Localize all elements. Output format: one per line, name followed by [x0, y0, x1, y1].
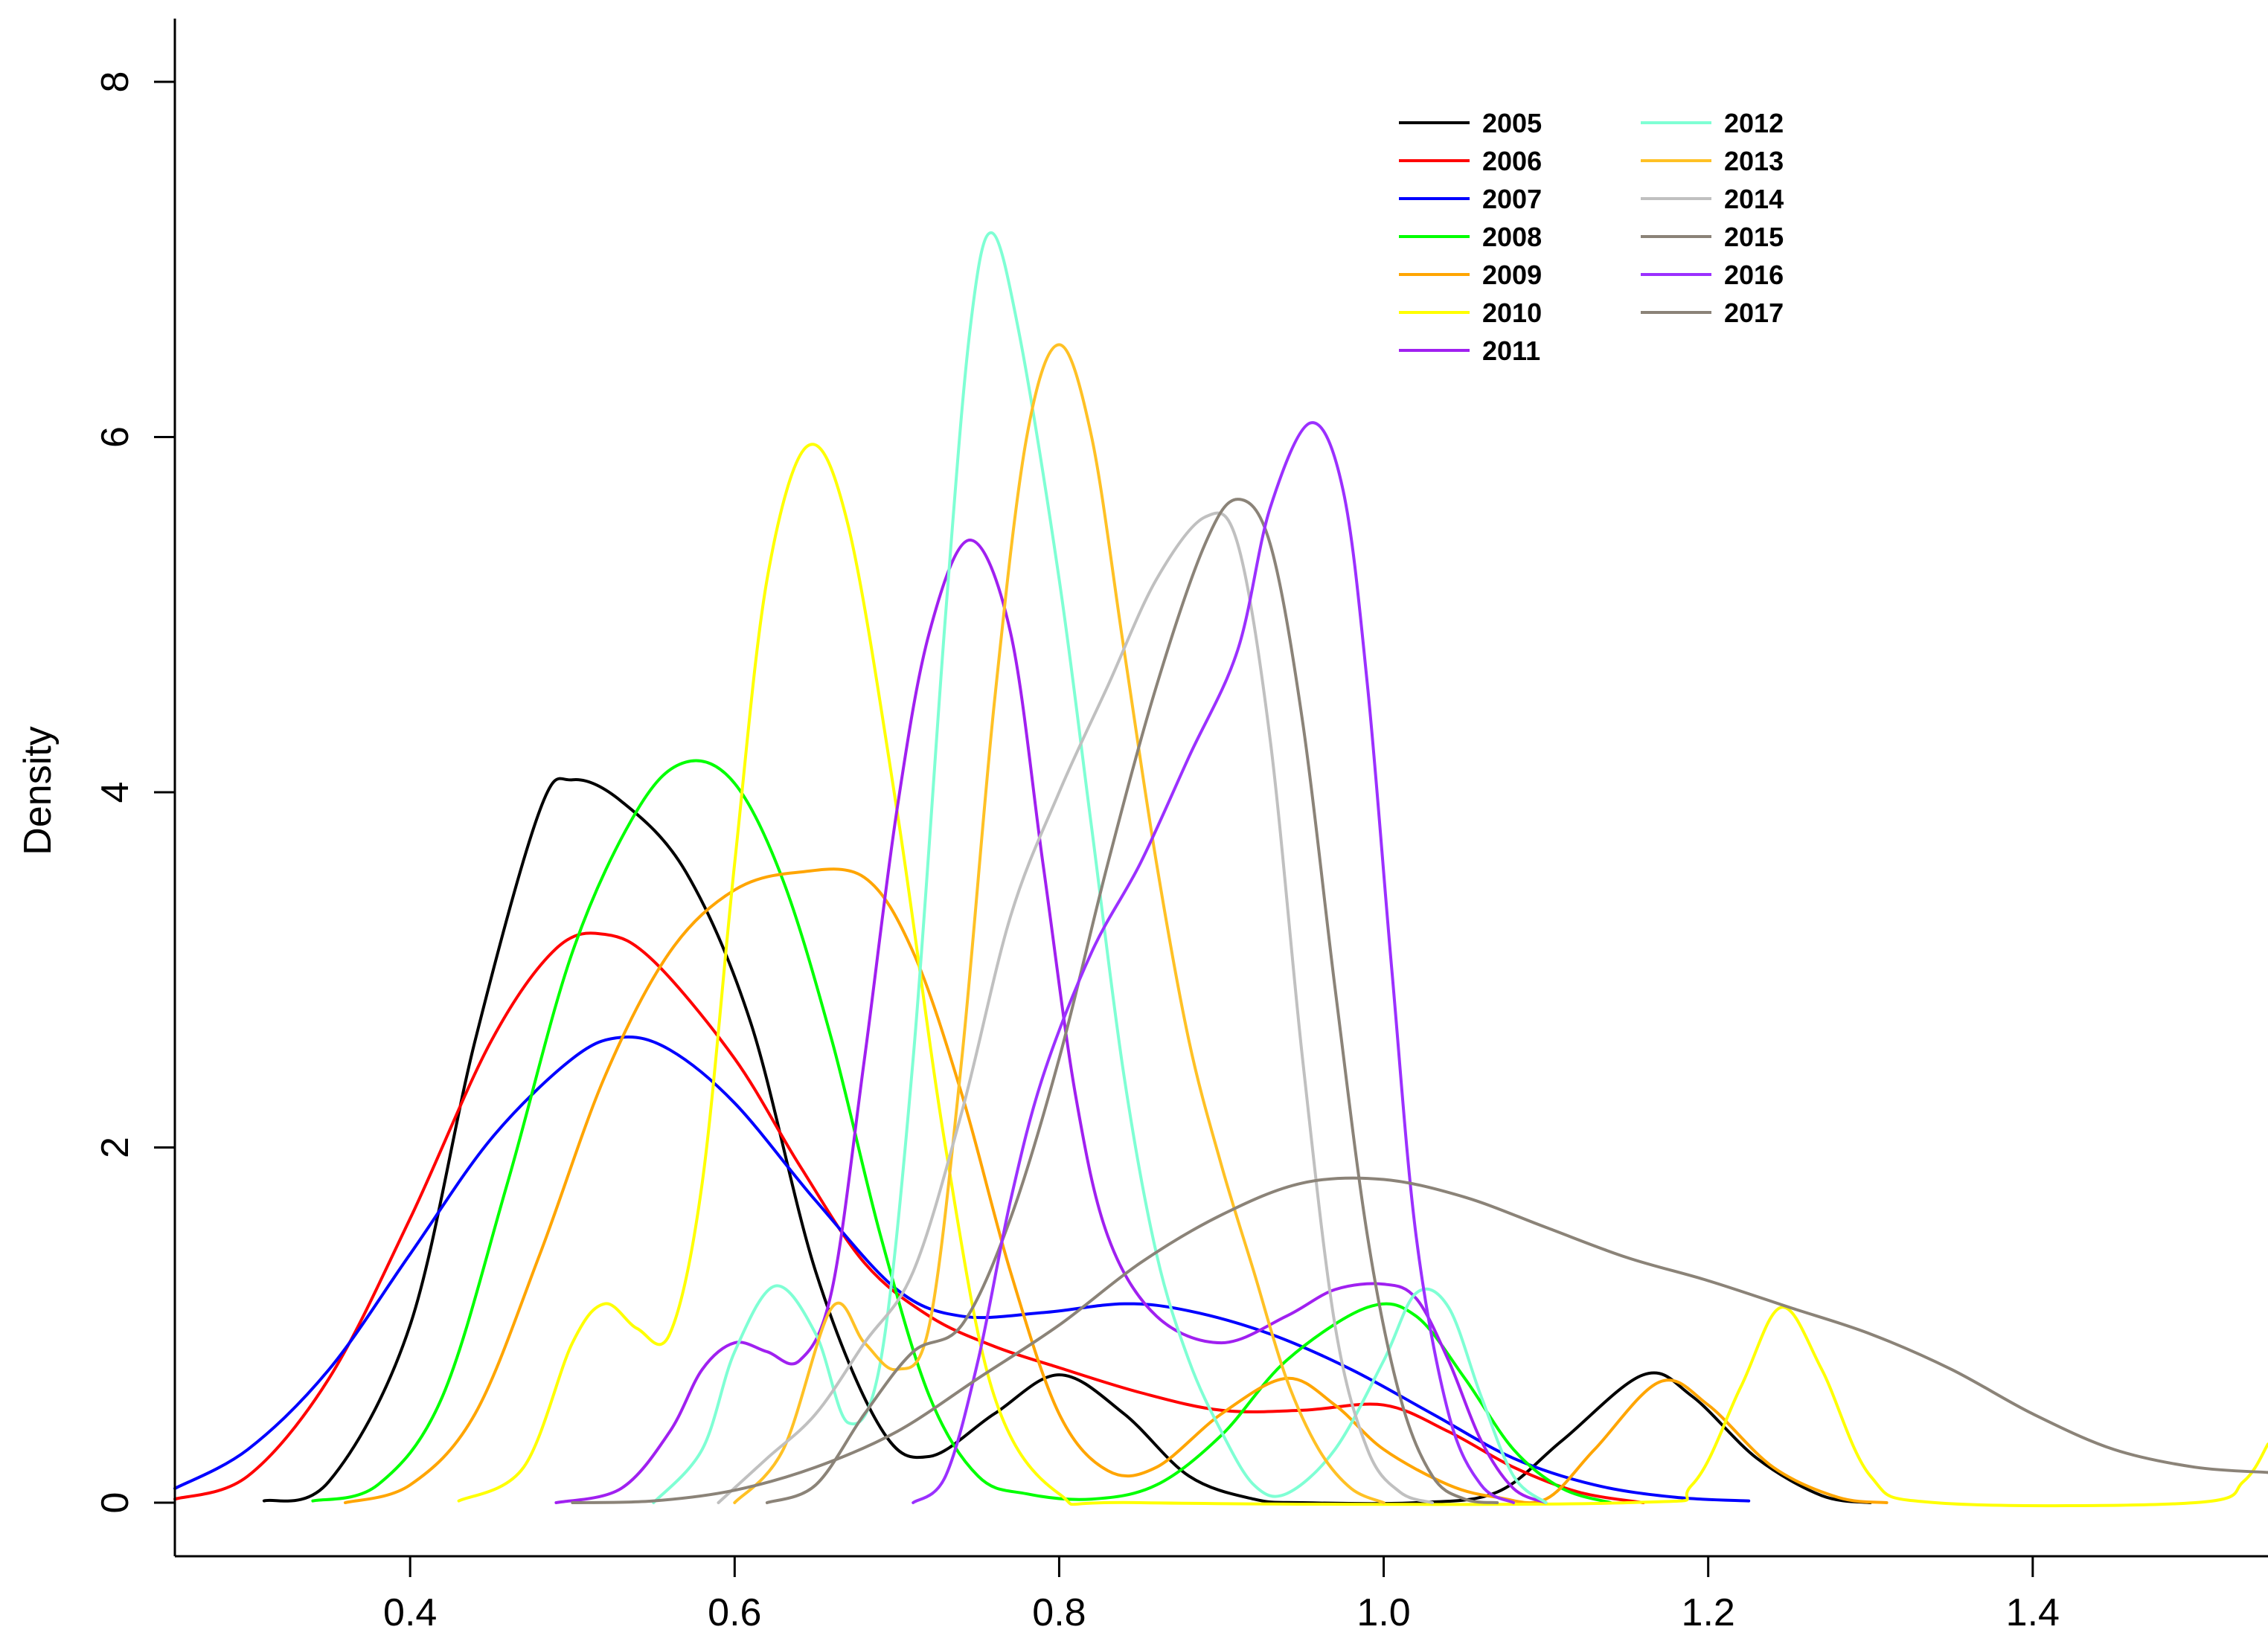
legend-label: 2016 [1724, 260, 1784, 290]
y-tick-label: 8 [94, 71, 137, 93]
series-line-2013 [733, 343, 1386, 1504]
legend-label: 2015 [1724, 222, 1784, 252]
legend-label: 2005 [1482, 108, 1542, 138]
axes: 0.4 0.6 0.8 1.0 1.2 1.4 0 2 4 6 8 Density [16, 19, 2268, 1634]
series-line-2010 [457, 443, 2268, 1508]
legend-label: 2012 [1724, 108, 1784, 138]
x-tick-label: 0.6 [708, 1591, 761, 1634]
y-ticks: 0 2 4 6 8 [94, 71, 175, 1514]
y-tick-label: 4 [94, 782, 137, 803]
legend: 2005 2006 2007 2008 2009 2010 2011 2012 2013 2014… [1399, 108, 1784, 366]
y-axis-title: Density [16, 726, 60, 855]
y-tick-label: 0 [94, 1492, 137, 1514]
legend-label: 2008 [1482, 222, 1542, 252]
series-line-2008 [311, 759, 1612, 1504]
x-tick-label: 0.8 [1032, 1591, 1086, 1634]
series-line-2011 [554, 539, 1548, 1504]
x-tick-label: 0.4 [383, 1591, 437, 1634]
legend-label: 2006 [1482, 146, 1542, 176]
series-line-2014 [717, 511, 1434, 1504]
x-tick-label: 1.0 [1356, 1591, 1410, 1634]
series-line-2009 [344, 867, 1889, 1505]
legend-label: 2013 [1724, 146, 1784, 176]
legend-label: 2017 [1724, 298, 1784, 328]
y-tick-label: 6 [94, 426, 137, 448]
series-line-2006 [173, 931, 1645, 1504]
legend-label: 2011 [1482, 336, 1540, 366]
legend-label: 2007 [1482, 184, 1542, 214]
legend-label: 2009 [1482, 260, 1542, 290]
y-tick-label: 2 [94, 1137, 137, 1158]
legend-label: 2010 [1482, 298, 1542, 328]
x-tick-label: 1.2 [1682, 1591, 1735, 1634]
series-line-2016 [912, 421, 1515, 1504]
x-tick-label: 1.4 [2006, 1591, 2060, 1634]
series-line-2012 [652, 231, 1548, 1504]
series-line-2017 [571, 1176, 2268, 1504]
plot-lines [173, 231, 2268, 1508]
series-line-2015 [765, 498, 1499, 1504]
series-line-2007 [173, 1036, 1751, 1503]
series-line-2005 [262, 777, 1872, 1506]
legend-label: 2014 [1724, 184, 1784, 214]
x-ticks: 0.4 0.6 0.8 1.0 1.2 1.4 [383, 1556, 2060, 1634]
